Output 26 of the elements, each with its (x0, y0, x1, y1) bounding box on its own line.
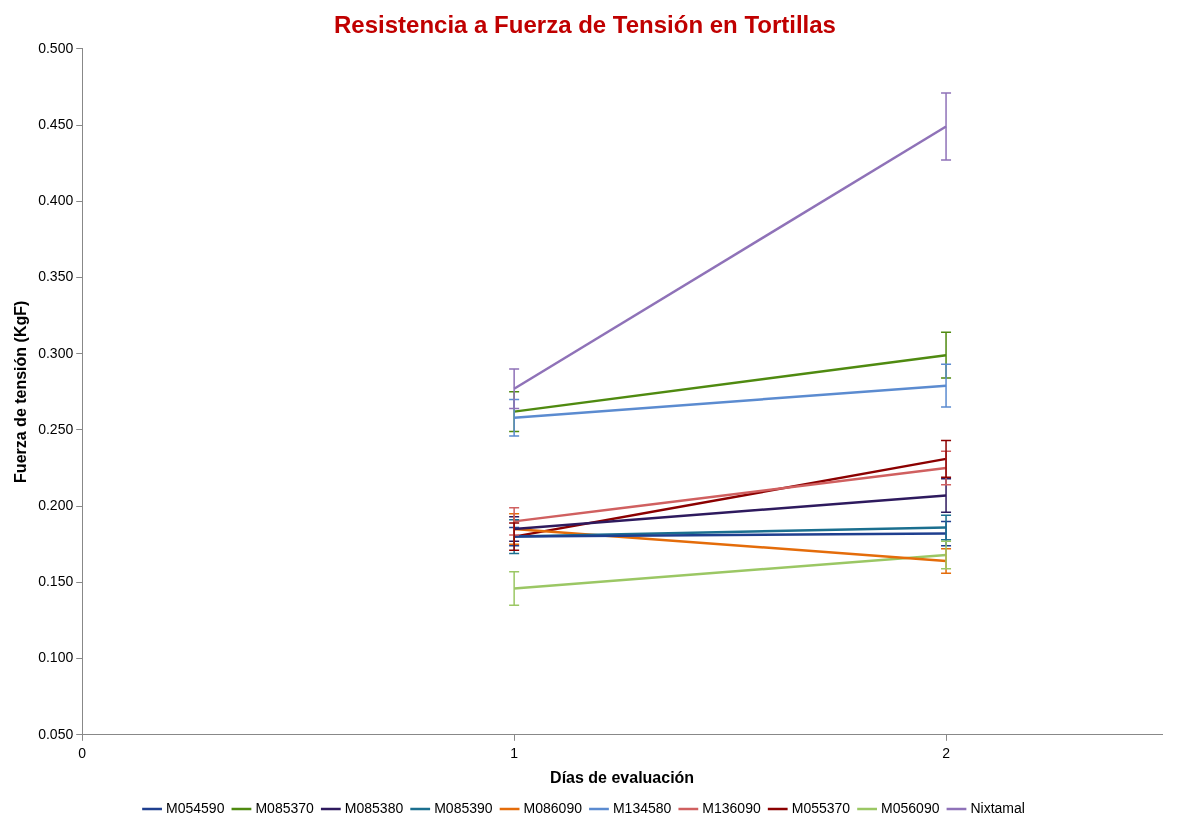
x-axis-title: Días de evaluación (550, 768, 695, 786)
legend-label: M085380 (344, 799, 404, 816)
y-tick-label: 0.050 (38, 725, 74, 742)
x-tick-label: 2 (942, 744, 951, 761)
legend-label: M086090 (523, 799, 583, 816)
x-tick-label: 0 (78, 744, 87, 761)
legend-label: M056090 (881, 799, 940, 816)
y-tick-label: 0.400 (38, 192, 74, 209)
chart-title: Resistencia a Fuerza de Tensión en Tortillas (334, 11, 836, 39)
y-tick-label: 0.350 (38, 268, 74, 285)
legend-label: M055370 (791, 799, 851, 816)
legend-label: M085370 (255, 799, 315, 816)
y-tick-label: 0.200 (38, 496, 74, 513)
y-tick-label: 0.500 (38, 39, 74, 56)
legend-label: M085390 (434, 799, 493, 816)
legend-label: M134580 (612, 799, 672, 816)
x-tick-label: 1 (510, 744, 519, 761)
y-axis-title: Fuerza de tensión (KgF) (12, 300, 30, 483)
y-tick-label: 0.450 (38, 115, 74, 132)
legend-label: M054590 (166, 799, 225, 816)
y-tick-label: 0.150 (38, 573, 74, 590)
y-tick-label: 0.300 (38, 344, 74, 361)
y-tick-label: 0.100 (38, 649, 74, 666)
legend-label: Nixtamal (970, 799, 1025, 816)
y-tick-label: 0.250 (38, 420, 74, 437)
legend-label: M136090 (702, 799, 761, 816)
